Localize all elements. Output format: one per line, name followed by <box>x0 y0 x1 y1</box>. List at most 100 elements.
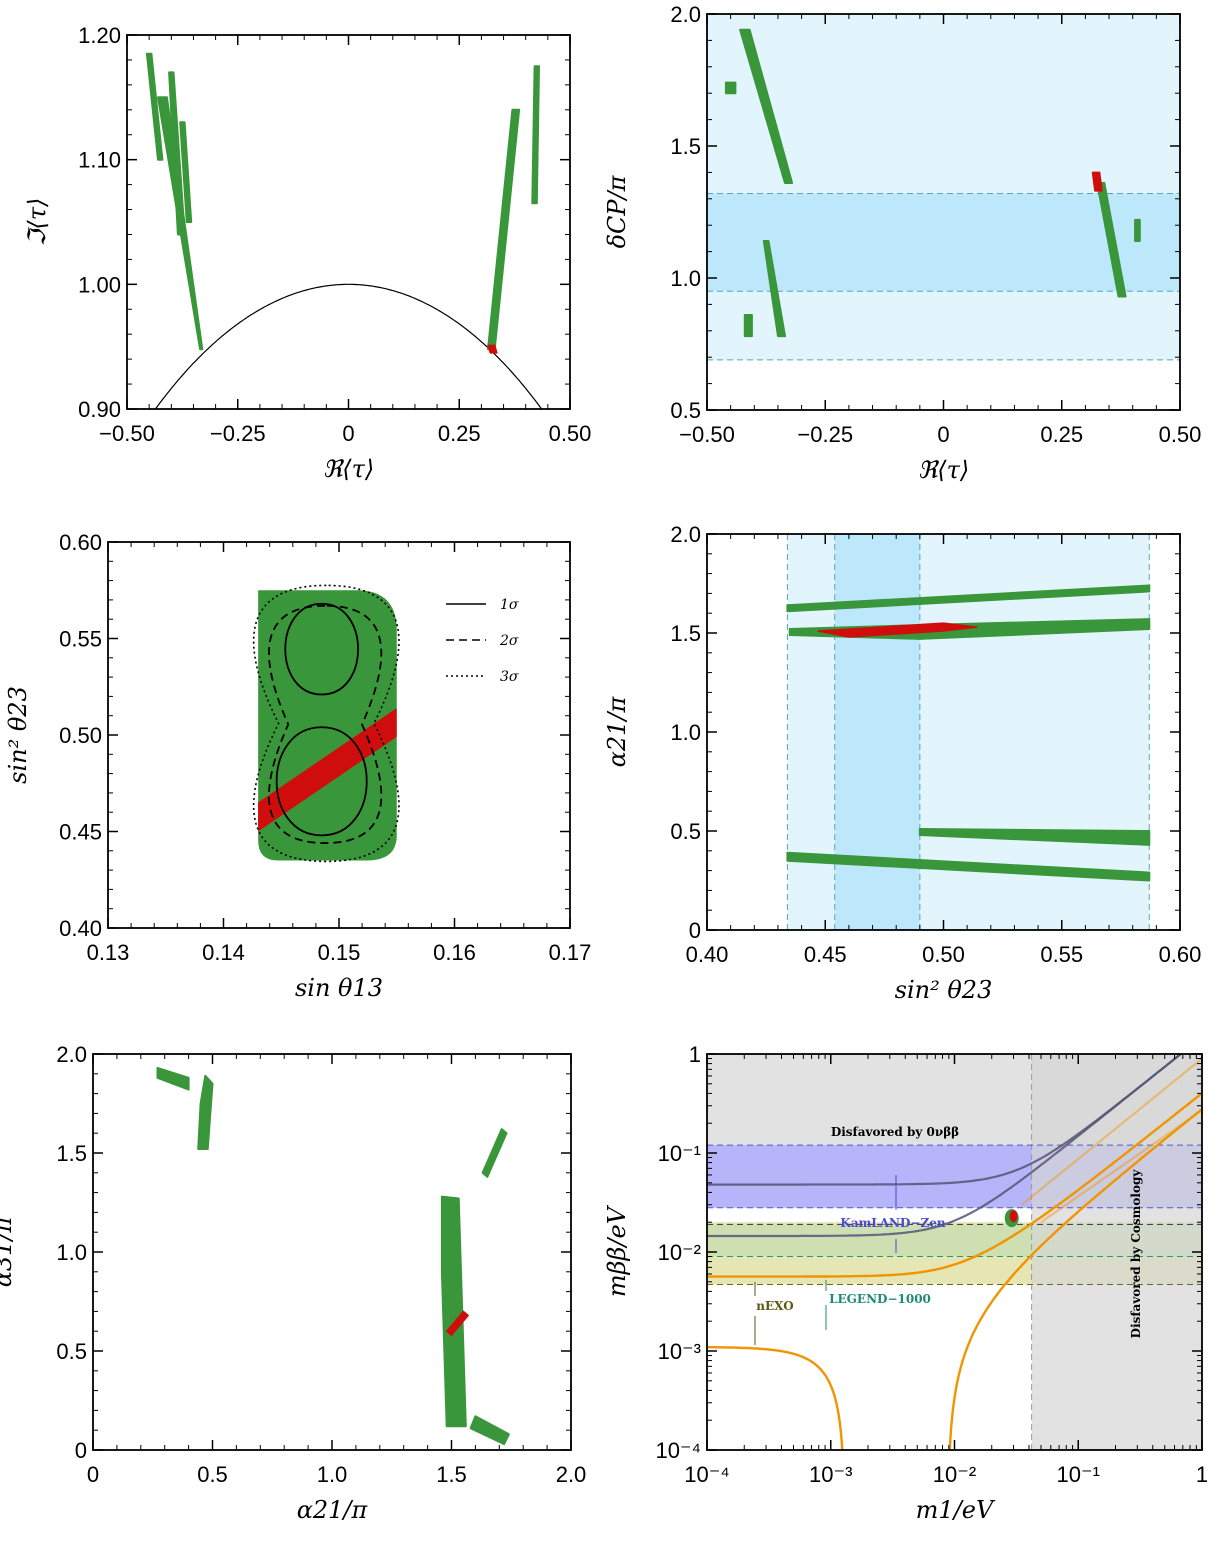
p6-upper-diagonal <box>1021 1057 1202 1206</box>
p1-green-region <box>145 52 164 161</box>
p3-xtick-label: 0.16 <box>433 940 476 965</box>
p6-xtick-label: 10⁻³ <box>809 1462 852 1487</box>
p2-ytick-label: 0.5 <box>670 398 701 423</box>
p3-ytick-label: 0.50 <box>59 723 102 748</box>
p6-cosmology-excluded <box>1031 1054 1202 1450</box>
p2-ytick-label: 1.5 <box>670 134 701 159</box>
p2-green-region <box>739 28 794 184</box>
p4-green-region <box>786 851 1151 882</box>
p3-legend-label: 2σ <box>499 633 519 649</box>
p4-xtick-label: 0.55 <box>1040 942 1083 967</box>
p5-ylabel: α31/π <box>0 1215 17 1287</box>
p5-green-region <box>197 1074 214 1150</box>
p2-green-region <box>762 240 786 338</box>
p6-no-lower-curve-right <box>948 1108 1202 1450</box>
p4-green-region <box>918 828 1151 846</box>
panel-tau-im-vs-re: −0.50 −0.25 0 0.25 0.50 0.90 1.00 1.10 1.20 ℜ⟨τ⟩ ℑ… <box>23 23 591 483</box>
p6-xtick-label: 1 <box>1196 1462 1208 1487</box>
p5-xtick-label: 1.5 <box>436 1462 467 1487</box>
p6-0vbb-label: Disfavored by 0νββ <box>831 1125 959 1139</box>
p5-green-region <box>481 1128 508 1178</box>
p3-ytick-label: 0.60 <box>59 530 102 555</box>
panel-mbb-vs-m1: Disfavored by 0νββ KamLAND−Zen LEGEND−1000… <box>603 1042 1208 1524</box>
p6-xtick-label: 10⁻² <box>933 1462 976 1487</box>
p2-green-region <box>1096 182 1127 298</box>
p4-xtick-label: 0.40 <box>686 942 729 967</box>
p2-1sigma-band <box>707 193 1180 292</box>
p5-plot-area <box>156 1066 510 1446</box>
p3-legend-label: 1σ <box>500 597 519 613</box>
p4-1sigma-band <box>834 534 920 930</box>
p5-xtick-label: 2.0 <box>556 1462 587 1487</box>
p6-ylabel: mββ/eV <box>603 1204 631 1297</box>
p4-plot-area <box>786 534 1151 930</box>
p6-xlabel: m1/eV <box>916 1496 996 1524</box>
p3-xlabel: sin θ13 <box>295 974 383 1002</box>
panel-alpha21-vs-s23: 0.40 0.45 0.50 0.55 0.60 0 0.5 1.0 1.5 2.0 sin² θ2… <box>603 522 1201 1004</box>
p1-xtick-label: 0 <box>342 421 354 446</box>
p2-ytick-label: 2.0 <box>670 2 701 27</box>
p2-xtick-label: −0.25 <box>797 422 853 447</box>
p2-xtick-label: 0.25 <box>1040 422 1083 447</box>
p5-ytick-label: 2.0 <box>56 1042 87 1067</box>
p2-ytick-label: 1.0 <box>670 266 701 291</box>
p1-green-region <box>531 65 540 205</box>
p2-green-region <box>724 81 737 95</box>
p3-ytick-label: 0.45 <box>59 820 102 845</box>
p3-ytick-label: 0.55 <box>59 627 102 652</box>
p5-ytick-label: 1.5 <box>56 1141 87 1166</box>
p3-xtick-label: 0.15 <box>318 940 361 965</box>
p4-xtick-label: 0.50 <box>922 942 965 967</box>
p4-ytick-label: 1.5 <box>670 621 701 646</box>
p3-1sigma-contour-lower <box>275 726 368 837</box>
p1-xlabel: ℜ⟨τ⟩ <box>323 455 375 483</box>
p1-green-region <box>168 71 186 236</box>
p6-plot-area <box>707 1054 1202 1450</box>
p1-xtick-label: 0.25 <box>438 421 481 446</box>
p2-ylabel: δCP/π <box>603 174 631 248</box>
p3-xtick-label: 0.14 <box>202 940 245 965</box>
p4-ytick-label: 2.0 <box>670 522 701 547</box>
p2-xtick-label: 0 <box>937 422 949 447</box>
p4-ytick-label: 0 <box>689 918 701 943</box>
p2-green-region <box>1134 218 1141 242</box>
p1-red-region <box>487 344 498 354</box>
p5-ytick-label: 1.0 <box>56 1240 87 1265</box>
p1-ytick-label: 1.00 <box>78 272 121 297</box>
p6-legend-sensitivity-curve <box>707 1054 1183 1238</box>
p6-ytick-label: 10⁻³ <box>658 1339 701 1364</box>
p5-xlabel: α21/π <box>297 1496 369 1524</box>
p6-ytick-label: 1 <box>689 1042 701 1067</box>
panel-s23-vs-s13: 1σ 2σ 3σ 0.13 0.14 0.15 0.16 0.17 0.40 0.45 0.50 0.… <box>4 530 591 1002</box>
p6-no-lower-curve-left <box>707 1346 844 1450</box>
p1-xtick-label: −0.50 <box>99 421 155 446</box>
p1-plot-area <box>145 52 543 409</box>
p3-xtick-label: 0.17 <box>549 940 592 965</box>
p3-ylabel: sin² θ23 <box>4 686 32 784</box>
p3-plot-area <box>252 584 400 863</box>
p5-red-region <box>445 1310 469 1336</box>
p5-frame <box>92 1053 572 1451</box>
p4-xlabel: sin² θ23 <box>895 976 993 1004</box>
p3-legend-label: 3σ <box>500 669 519 685</box>
p3-xtick-label: 0.13 <box>87 940 130 965</box>
p1-xtick-label: −0.25 <box>210 421 266 446</box>
p6-xtick-label: 10⁻¹ <box>1057 1462 1100 1487</box>
p2-xtick-label: −0.50 <box>679 422 735 447</box>
p6-ytick-label: 10⁻⁴ <box>655 1438 701 1463</box>
p6-ytick-label: 10⁻¹ <box>658 1141 701 1166</box>
p4-ytick-label: 1.0 <box>670 720 701 745</box>
p6-kamland-label: KamLAND−Zen <box>840 1216 945 1230</box>
p3-red-band <box>258 708 397 832</box>
p5-xtick-label: 0.5 <box>197 1462 228 1487</box>
p6-ytick-label: 10⁻² <box>658 1240 701 1265</box>
p4-ylabel: α21/π <box>603 695 631 767</box>
p4-green-region <box>786 584 1151 613</box>
p5-ytick-label: 0 <box>75 1438 87 1463</box>
p6-red-region <box>1009 1210 1018 1223</box>
p4-ytick-label: 0.5 <box>670 819 701 844</box>
p5-xtick-label: 1.0 <box>317 1462 348 1487</box>
p3-3sigma-contour <box>252 584 400 863</box>
p1-ytick-label: 1.10 <box>78 148 121 173</box>
